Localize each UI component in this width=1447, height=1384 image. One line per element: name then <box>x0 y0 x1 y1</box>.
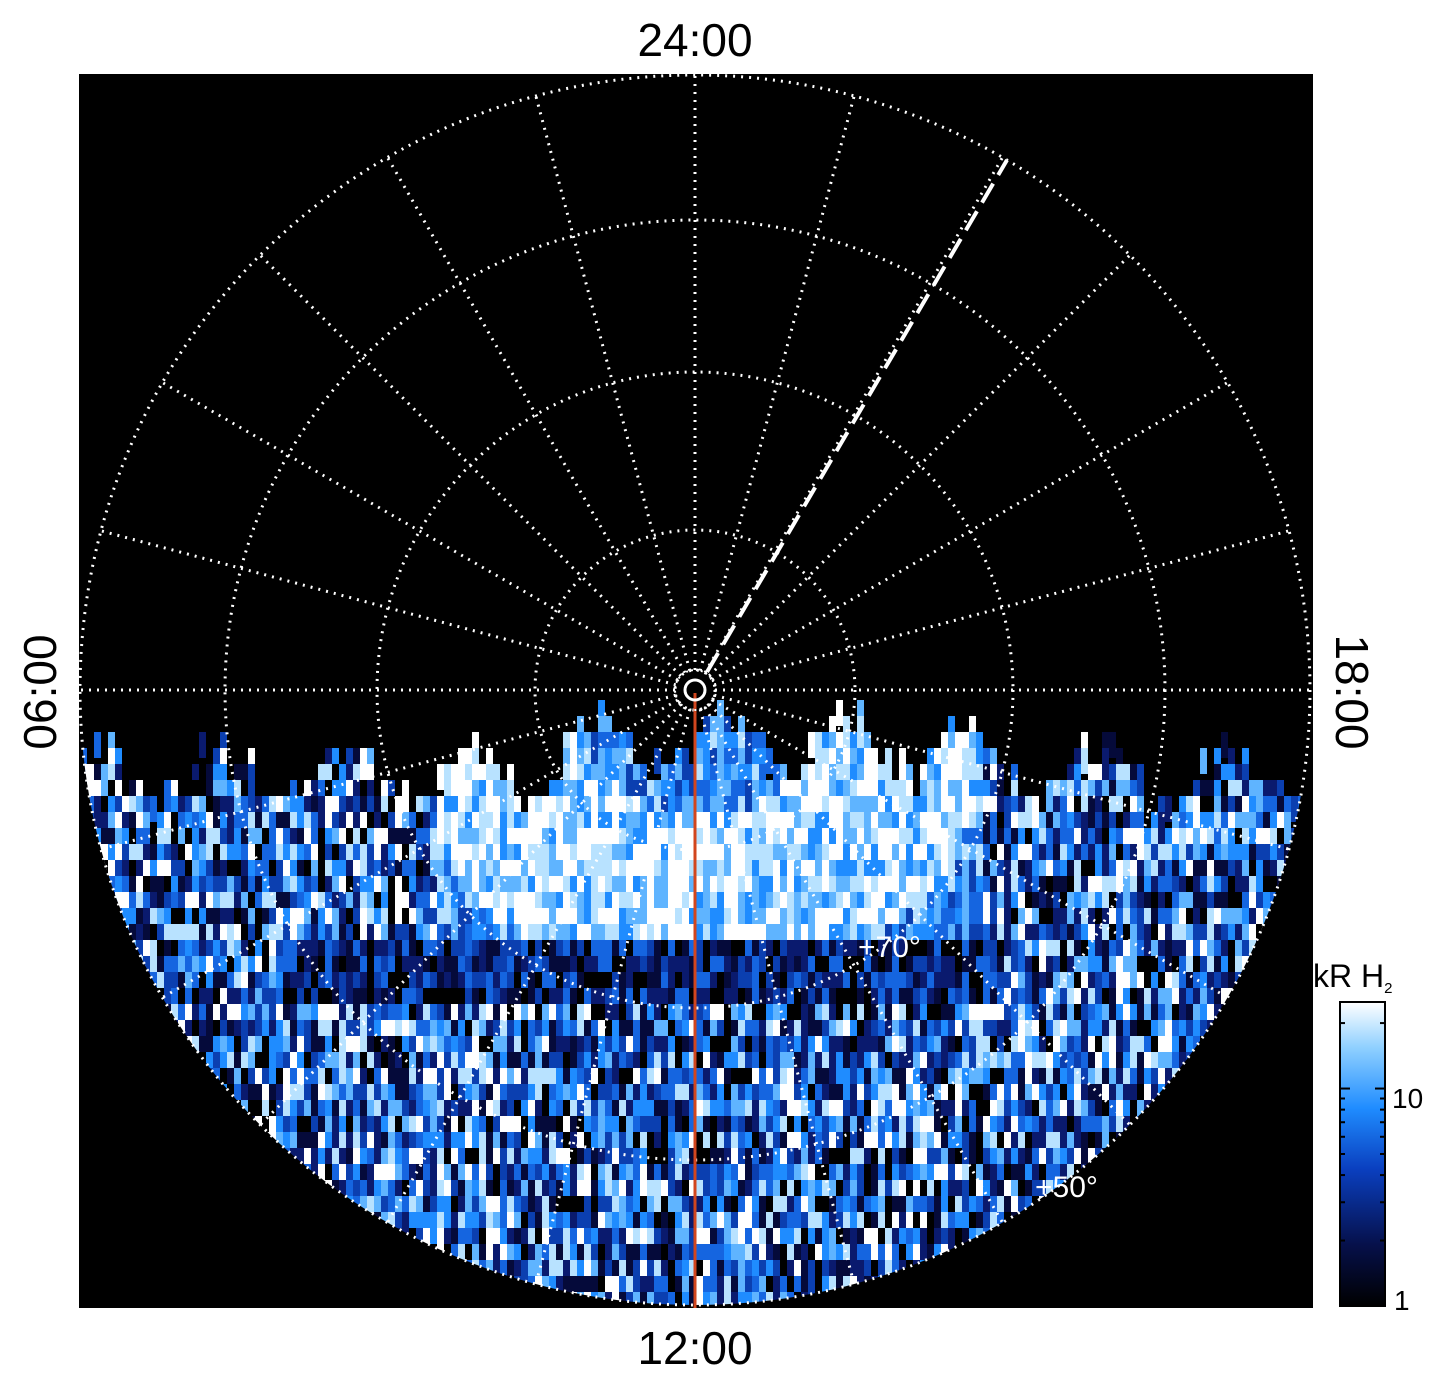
latitude-ring <box>78 73 1312 1307</box>
colorbar: kR H2 10 1 <box>1313 958 1423 1316</box>
meridian-line <box>713 529 1290 687</box>
colorbar-tick-label-1: 1 <box>1394 1285 1410 1316</box>
meridian-line <box>259 703 682 1126</box>
local-time-label-bottom: 12:00 <box>637 1322 752 1374</box>
meridian-line <box>698 95 856 672</box>
meridian-line <box>534 95 692 672</box>
meridian-line <box>698 708 856 1285</box>
local-time-label-left: 06:00 <box>14 634 66 749</box>
pole-marker <box>683 678 707 702</box>
meridian-line <box>161 698 679 999</box>
colorbar-ticks <box>1340 1022 1385 1307</box>
latitude-ring <box>533 528 857 852</box>
latitude-label-70: +70° <box>858 931 921 964</box>
meridian-line <box>386 156 687 674</box>
colorbar-label: kR H2 <box>1313 958 1392 997</box>
colorbar-tick-label-10: 10 <box>1392 1083 1423 1114</box>
meridian-line <box>708 703 1131 1126</box>
colorbar-label-prefix: kR H <box>1313 958 1384 994</box>
meridian-line <box>100 529 677 687</box>
polar-grid <box>78 73 1312 1307</box>
dashed-reference-line <box>705 158 1009 674</box>
colorbar-label-subscript: 2 <box>1384 980 1392 997</box>
latitude-label-50: +50° <box>1035 1171 1098 1204</box>
meridian-line <box>703 706 1004 1224</box>
meridian-line <box>711 698 1229 999</box>
meridian-line <box>703 156 1004 674</box>
meridian-line <box>708 254 1131 677</box>
meridian-line <box>386 706 687 1224</box>
local-time-label-right: 18:00 <box>1326 634 1378 749</box>
meridian-line <box>711 381 1229 682</box>
meridian-line <box>534 708 692 1285</box>
meridian-line <box>259 254 682 677</box>
pole-marker-outer <box>674 669 716 711</box>
meridian-line <box>713 693 1290 851</box>
colorbar-gradient <box>1339 1001 1386 1307</box>
meridian-line <box>161 381 679 682</box>
local-time-label-top: 24:00 <box>637 14 752 66</box>
meridian-line <box>100 693 677 851</box>
